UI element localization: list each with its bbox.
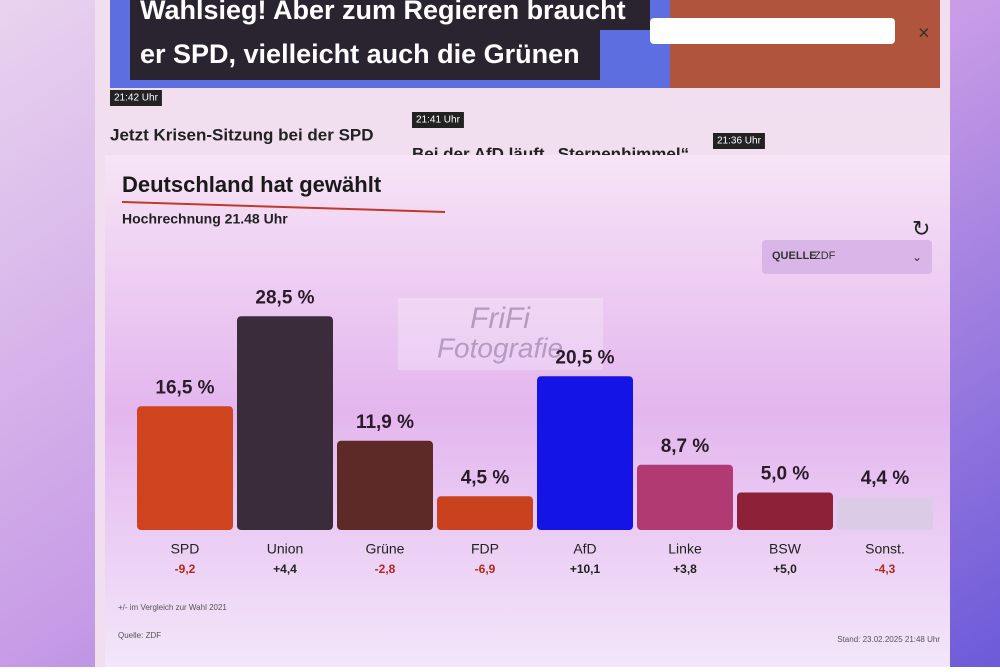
headline-band <box>130 0 650 30</box>
news-headline: Jetzt Krisen-Sitzung bei der SPD <box>110 125 374 144</box>
bar <box>337 440 433 530</box>
category-label: SPD <box>171 541 200 557</box>
category-label: BSW <box>769 541 802 557</box>
bar <box>537 376 633 530</box>
bar <box>837 497 933 530</box>
bar <box>737 492 833 530</box>
category-label: Grüne <box>366 541 405 557</box>
news-time: 21:41 Uhr <box>416 115 461 126</box>
news-strip <box>110 88 940 150</box>
watermark-box <box>398 298 603 370</box>
watermark: FriFi <box>470 302 531 335</box>
value-label: 4,5 % <box>461 467 510 488</box>
value-label: 20,5 % <box>555 347 614 368</box>
headline: Wahlsieg! Aber zum Regieren braucht <box>140 0 626 25</box>
bar <box>637 464 733 530</box>
dropdown-value: ZDF <box>814 250 836 262</box>
news-time-badge <box>110 90 162 106</box>
category-label: Sonst. <box>865 541 905 557</box>
change-label: -6,9 <box>475 562 496 576</box>
news-time: 21:42 Uhr <box>114 93 159 104</box>
change-label: +4,4 <box>273 562 297 576</box>
category-label: Linke <box>668 541 702 557</box>
dropdown-arrow: ⌄ <box>912 250 922 264</box>
dropdown-label: QUELLE <box>772 250 817 262</box>
value-label: 4,4 % <box>861 468 910 489</box>
bar <box>237 316 333 530</box>
change-label: +10,1 <box>570 562 601 576</box>
watermark: Fotografie <box>437 332 563 363</box>
value-label: 5,0 % <box>761 464 810 485</box>
bar <box>437 496 533 530</box>
change-label: +5,0 <box>773 562 797 576</box>
close-button[interactable]: × <box>918 22 930 44</box>
news-time-badge <box>713 133 765 149</box>
title-underline <box>121 201 446 213</box>
value-label: 8,7 % <box>661 436 710 457</box>
category-label: AfD <box>573 541 596 557</box>
news-time-badge <box>412 112 464 128</box>
headline-band <box>130 30 600 80</box>
bar-chart: 16,5 % SPD -9,2 28,5 % Union +4,4 11,9 % Grüne -… <box>137 287 933 576</box>
value-label: 16,5 % <box>155 377 214 398</box>
chart-subtitle: Hochrechnung 21.48 Uhr <box>122 211 288 227</box>
bar <box>137 406 233 530</box>
change-label: -4,3 <box>875 562 896 576</box>
news-time: 21:36 Uhr <box>717 136 762 147</box>
footnote: +/- im Vergleich zur Wahl 2021 <box>118 603 227 612</box>
source-dropdown[interactable] <box>762 240 932 274</box>
search-box[interactable] <box>650 18 895 44</box>
chart-title: Deutschland hat gewählt <box>122 172 382 197</box>
change-label: -9,2 <box>175 562 196 576</box>
change-label: -2,8 <box>375 562 396 576</box>
refresh-button[interactable]: ↻ <box>912 216 930 241</box>
value-label: 28,5 % <box>255 287 314 308</box>
change-label: +3,8 <box>673 562 697 576</box>
source: Quelle: ZDF <box>118 631 161 640</box>
stand: Stand: 23.02.2025 21:48 Uhr <box>837 635 940 644</box>
value-label: 11,9 % <box>356 412 414 433</box>
category-label: Union <box>267 541 304 557</box>
headline: er SPD, vielleicht auch die Grünen <box>140 39 580 69</box>
category-label: FDP <box>471 541 499 557</box>
